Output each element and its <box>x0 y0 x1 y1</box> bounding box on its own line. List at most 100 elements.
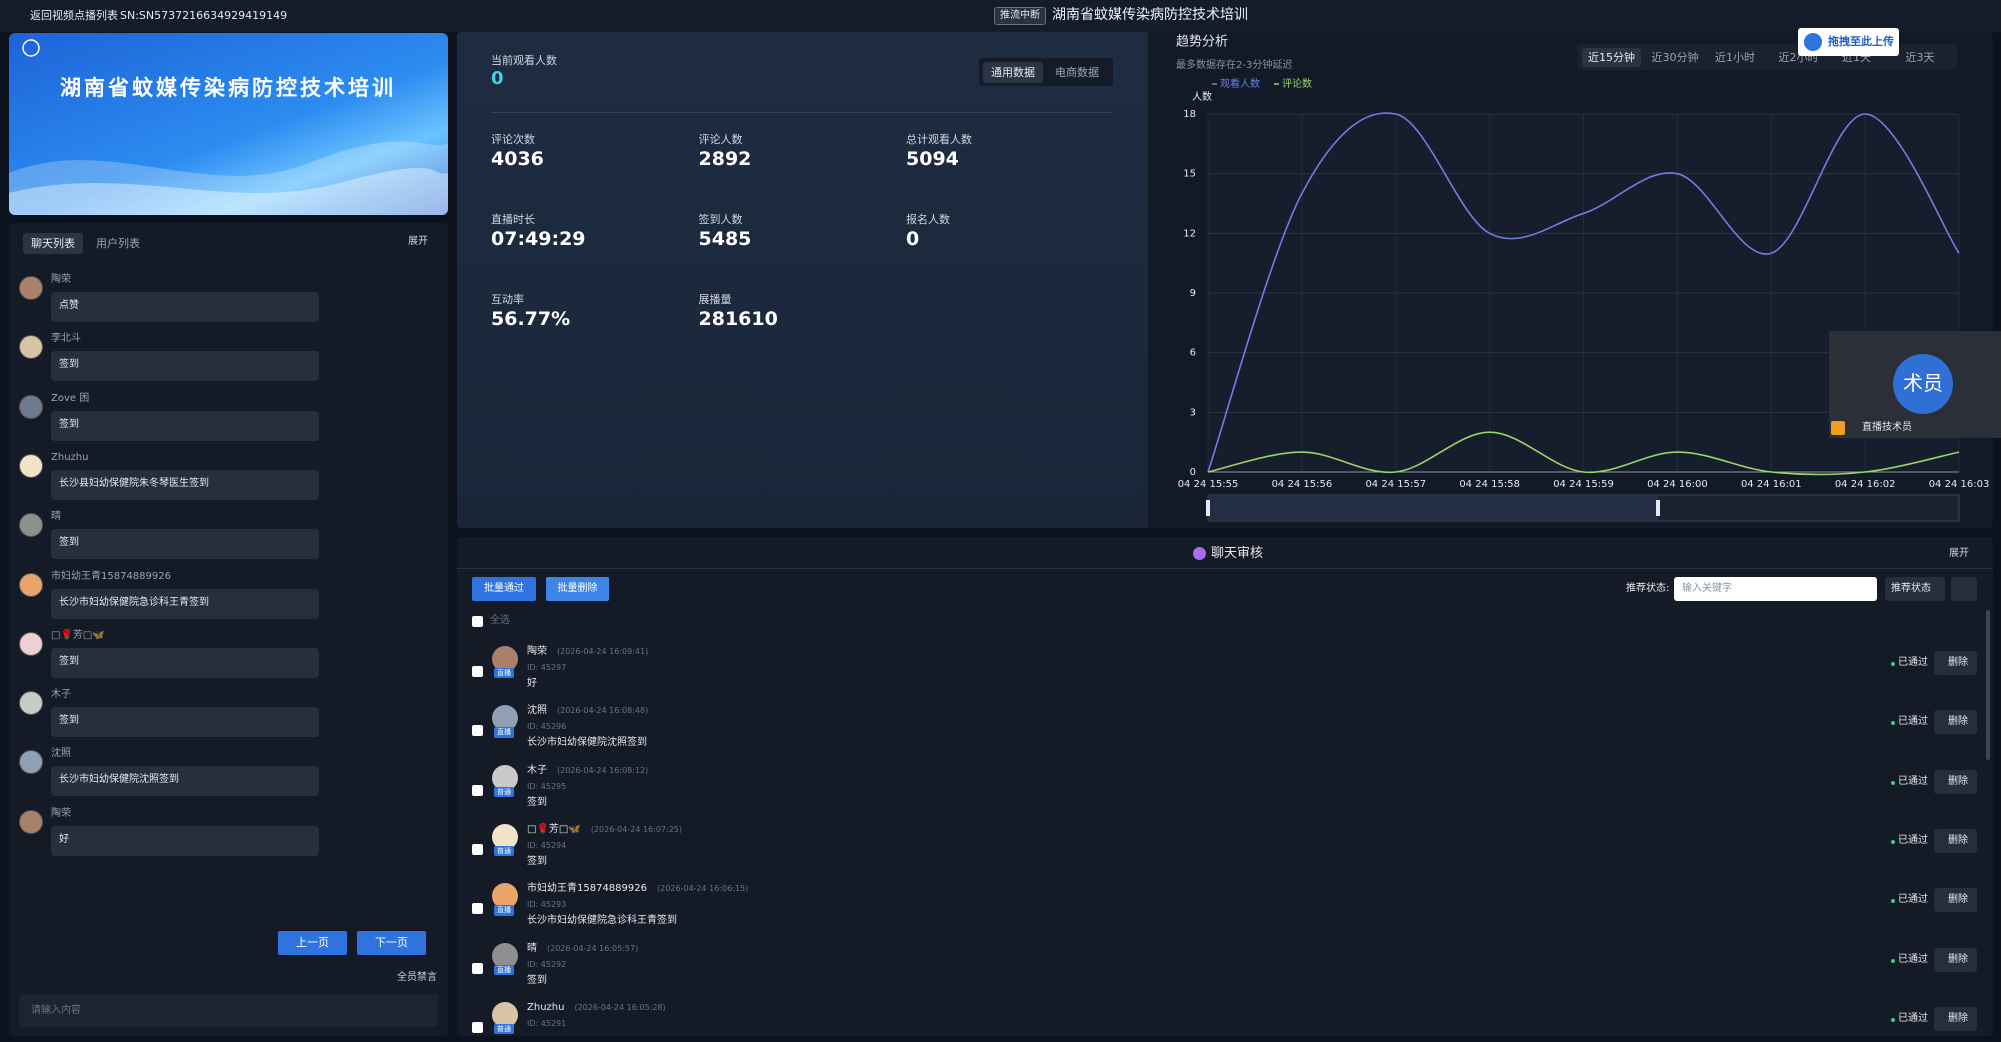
sender-name: 陶荣 <box>51 274 71 285</box>
message-bubble: 签到 <box>51 529 319 560</box>
status-label: 已通过 <box>1898 894 1928 906</box>
delete-button[interactable]: 删除 <box>1934 710 1977 735</box>
legend-label: 评论数 <box>1282 77 1312 90</box>
wave <box>9 141 448 215</box>
divider <box>457 568 1993 569</box>
prev-button[interactable]: 上一页 <box>278 931 347 955</box>
status-dot <box>1891 780 1895 785</box>
checkbox[interactable] <box>472 843 483 855</box>
mute-all-button[interactable]: 全员禁言 <box>397 972 437 983</box>
zoom-handle <box>1206 500 1210 516</box>
avatar <box>19 453 43 478</box>
delete-button[interactable]: 删除 <box>1934 947 1977 972</box>
user-tag: 直播 <box>494 727 514 738</box>
delete-all-button[interactable]: 批量删除 <box>546 577 609 601</box>
message-bubble: 签到 <box>51 707 319 738</box>
presenter-name: 直播技术员 <box>1862 422 1912 433</box>
search-input[interactable]: 输入关键字 <box>1674 577 1877 601</box>
message-text: 好 <box>527 678 537 689</box>
sender-name: 市妇幼王青15874889926 <box>527 883 647 895</box>
sender-name: 李北斗 <box>51 333 81 345</box>
y-tick-label: 12 <box>1183 228 1196 239</box>
chat-tab[interactable]: 聊天列表 <box>23 233 83 255</box>
expand-button[interactable]: 展开 <box>408 236 428 247</box>
user-id: ID: 45296 <box>527 722 567 732</box>
expand-button[interactable]: 展开 <box>1949 548 1969 559</box>
y-tick-label: 15 <box>1183 169 1196 180</box>
next-button[interactable]: 下一页 <box>357 931 426 955</box>
user-id: ID: 45292 <box>527 959 567 969</box>
checkbox[interactable] <box>472 725 483 737</box>
message-text: 长沙市妇幼保健院急诊科王青签到 <box>527 915 677 927</box>
stats-tab[interactable]: 电商数据 <box>1055 66 1099 79</box>
status-select[interactable]: 推荐状态 <box>1885 577 1945 601</box>
review-icon <box>1193 547 1206 560</box>
status-dot <box>1891 958 1895 963</box>
user-tag: 普通 <box>494 845 514 857</box>
y-axis-label: 人数 <box>1192 90 1212 103</box>
message-text: 签到 <box>527 974 547 986</box>
user-tag: 普通 <box>494 1023 514 1035</box>
stat-label: 报名人数 <box>906 213 950 226</box>
range-tab[interactable]: 近15分钟 <box>1582 48 1641 68</box>
back-link[interactable]: 返回视频点播列表 <box>30 9 118 22</box>
message-bubble: 签到 <box>51 351 319 382</box>
x-tick-label: 04 24 15:55 <box>1178 479 1239 490</box>
avatar <box>19 572 43 597</box>
stats-tab[interactable]: 通用数据 <box>983 62 1043 84</box>
message-time: (2026-04-24 16:07:25) <box>590 824 683 834</box>
review-panel <box>457 537 1993 1036</box>
scrollbar <box>1986 610 1990 760</box>
stat-value: 0 <box>906 228 920 250</box>
checkbox[interactable] <box>472 903 483 915</box>
checkbox[interactable] <box>472 784 483 796</box>
checkbox[interactable] <box>472 1021 483 1033</box>
delete-button[interactable]: 删除 <box>1934 769 1977 794</box>
sender-name: 沈照 <box>51 748 71 760</box>
avatar <box>19 809 43 834</box>
wave <box>9 167 448 215</box>
message-bubble: 好 <box>51 825 319 856</box>
chat-tab[interactable]: 用户列表 <box>96 237 140 250</box>
avatar <box>19 631 43 656</box>
x-tick-label: 04 24 15:56 <box>1272 479 1333 490</box>
chat-input[interactable]: 请输入内容 <box>19 994 438 1027</box>
avatar <box>19 276 43 300</box>
delete-button[interactable]: 删除 <box>1934 828 1977 853</box>
range-tab[interactable]: 近3天 <box>1905 51 1935 64</box>
avatar <box>19 691 43 716</box>
delete-button[interactable]: 删除 <box>1934 1006 1977 1031</box>
message-bubble: 长沙县妇幼保健院朱冬琴医生签到 <box>51 469 319 500</box>
checkbox[interactable] <box>472 616 483 627</box>
page-title: 湖南省蚊媒传染病防控技术培训 <box>1052 7 1248 23</box>
stat-label: 展播量 <box>698 293 732 306</box>
chart-subtitle: 最多数据存在2-3分钟延迟 <box>1176 58 1292 71</box>
sender-name: Zove 困 <box>51 392 90 404</box>
y-tick-label: 6 <box>1190 348 1196 359</box>
message-bubble: 点赞 <box>51 292 319 322</box>
banner <box>9 33 448 215</box>
avatar <box>19 513 43 538</box>
message-text: 签到 <box>527 855 547 867</box>
upload-button[interactable]: 拖拽至此上传 <box>1798 28 1899 56</box>
user-tag: 直播 <box>494 668 514 679</box>
user-id: ID: 45291 <box>527 1018 567 1028</box>
user-id: ID: 45297 <box>527 663 567 672</box>
approve-all-button[interactable]: 批量通过 <box>472 577 536 601</box>
refresh-button[interactable] <box>1951 577 1977 601</box>
checkbox[interactable] <box>472 666 483 677</box>
delete-button[interactable]: 删除 <box>1934 888 1977 913</box>
stat-label: 评论人数 <box>698 133 743 146</box>
message-bubble: 签到 <box>51 410 319 441</box>
user-tag: 普通 <box>494 786 514 797</box>
delete-button[interactable]: 删除 <box>1934 651 1977 675</box>
range-tab[interactable]: 近1小时 <box>1715 51 1755 64</box>
message-time: (2026-04-24 16:08:48) <box>557 706 649 716</box>
status-label: 已通过 <box>1898 775 1928 787</box>
range-tab[interactable]: 近30分钟 <box>1651 51 1699 64</box>
y-tick-label: 0 <box>1190 467 1196 478</box>
x-tick-label: 04 24 16:02 <box>1835 479 1896 490</box>
sender-name: 木子 <box>51 689 71 701</box>
checkbox[interactable] <box>472 962 483 974</box>
